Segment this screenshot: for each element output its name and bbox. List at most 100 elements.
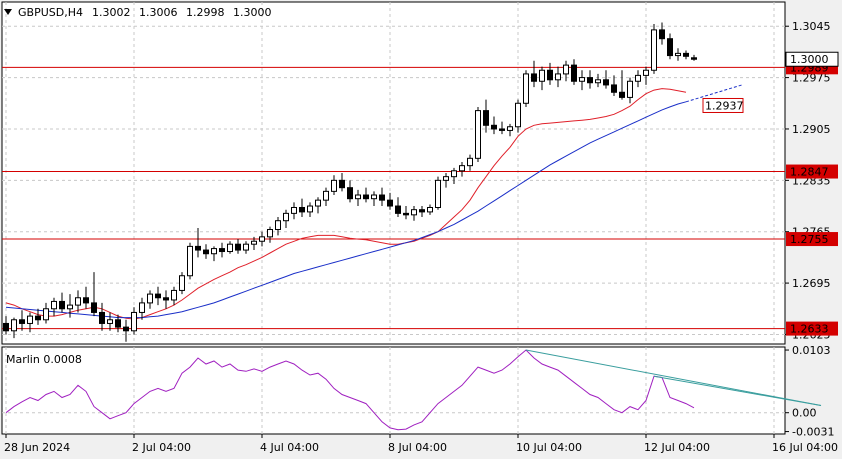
candle-body <box>355 194 361 200</box>
candle-body <box>339 179 345 189</box>
oscillator-tick-label: 0.00 <box>792 407 817 420</box>
moving-average-line <box>5 84 743 319</box>
time-tick-label: 8 Jul 04:00 <box>388 441 447 454</box>
level-label: 1.2847 <box>790 166 829 179</box>
collapse-arrow-icon[interactable] <box>4 9 12 15</box>
level-label-box <box>786 164 838 179</box>
time-tick-label: 28 Jun 2024 <box>4 441 70 454</box>
candle-body <box>219 248 225 253</box>
candle-body <box>59 300 65 310</box>
candle-body <box>123 326 129 332</box>
candles <box>3 22 697 342</box>
candle-body <box>107 319 113 324</box>
level-label-box <box>786 321 838 336</box>
candle-body <box>83 297 89 304</box>
candle-body <box>91 302 97 313</box>
candle-body <box>403 212 409 216</box>
oscillator-series <box>5 349 822 431</box>
oscillator-plot-area <box>1 346 786 435</box>
candle-body <box>675 52 681 57</box>
candle-body <box>427 206 433 213</box>
price-tick-label: 1.3045 <box>792 20 831 33</box>
level-label: 1.2633 <box>790 323 829 336</box>
header-high: 1.3006 <box>139 6 178 19</box>
candle-body <box>475 110 481 159</box>
candle-body <box>19 319 25 324</box>
candle-body <box>643 69 649 76</box>
candle-body <box>435 179 441 208</box>
oscillator-line <box>5 349 695 431</box>
candle-body <box>515 102 521 128</box>
candle-body <box>75 297 81 306</box>
candle-body <box>347 187 353 200</box>
candle-body <box>363 194 369 200</box>
candle-body <box>611 84 617 93</box>
candle-body <box>267 229 273 238</box>
candle-body <box>3 322 9 332</box>
oscillator-tick-label: 0.0103 <box>792 344 831 357</box>
candle-body <box>235 243 241 251</box>
candle-body <box>171 289 177 301</box>
horizontal-grid <box>2 25 785 335</box>
vertical-grid <box>5 2 775 434</box>
candle-body <box>51 300 57 310</box>
candle-body <box>211 248 217 255</box>
candle-body <box>563 64 569 75</box>
ma-label-box <box>702 97 744 113</box>
candle-body <box>163 297 169 301</box>
candle-body <box>299 206 305 213</box>
candle-body <box>203 249 209 255</box>
candle-body <box>67 304 73 310</box>
candle-body <box>99 311 105 324</box>
candle-body <box>451 170 457 178</box>
time-tick-label: 16 Jul 04:00 <box>772 441 838 454</box>
divergence-line <box>653 375 822 406</box>
candle-body <box>539 69 545 82</box>
candle-body <box>499 128 505 131</box>
candle-body <box>555 73 561 81</box>
price-tick-label: 1.2905 <box>792 123 831 136</box>
candle-body <box>579 77 585 82</box>
candle-body <box>619 91 625 98</box>
header-low: 1.2998 <box>186 6 225 19</box>
candle-body <box>227 243 233 253</box>
level-label: 1.2755 <box>790 233 829 246</box>
candle-body <box>459 165 465 172</box>
divergence-line <box>525 349 822 406</box>
candle-body <box>307 205 313 213</box>
candle-body <box>691 57 697 60</box>
candle-body <box>659 29 665 40</box>
candle-body <box>35 315 41 321</box>
candle-body <box>187 245 193 277</box>
time-axis-ticks: 28 Jun 2024 2 Jul 04:00 4 Jul 04:00 8 Jul 0… <box>4 434 838 454</box>
ma-series-line <box>5 101 687 319</box>
candle-body <box>155 293 161 299</box>
envelope-series-line <box>5 88 687 320</box>
candle-body <box>195 245 201 251</box>
candle-body <box>491 124 497 130</box>
candle-body <box>667 38 673 57</box>
candle-body <box>547 69 553 81</box>
time-tick-label: 12 Jul 04:00 <box>644 441 710 454</box>
candle-body <box>523 73 529 104</box>
candle-body <box>315 199 321 207</box>
candle-body <box>115 319 121 328</box>
candle-body <box>395 205 401 214</box>
candle-body <box>387 199 393 207</box>
current-price-box <box>785 51 839 67</box>
candle-body <box>571 64 577 82</box>
envelope-line <box>5 88 687 320</box>
time-tick-label: 2 Jul 04:00 <box>132 441 191 454</box>
time-tick-label: 10 Jul 04:00 <box>516 441 582 454</box>
oscillator-label: Marlin 0.0008 <box>6 353 82 366</box>
candle-body <box>323 190 329 201</box>
level-label-box <box>786 232 838 247</box>
candle-body <box>131 311 137 332</box>
oscillator-axis-ticks: 0.0103 0.00 -0.0031 <box>785 344 834 439</box>
candle-body <box>139 302 145 313</box>
price-tick-label: 1.2975 <box>792 72 831 85</box>
candle-body <box>243 243 249 251</box>
candle-body <box>411 209 417 216</box>
